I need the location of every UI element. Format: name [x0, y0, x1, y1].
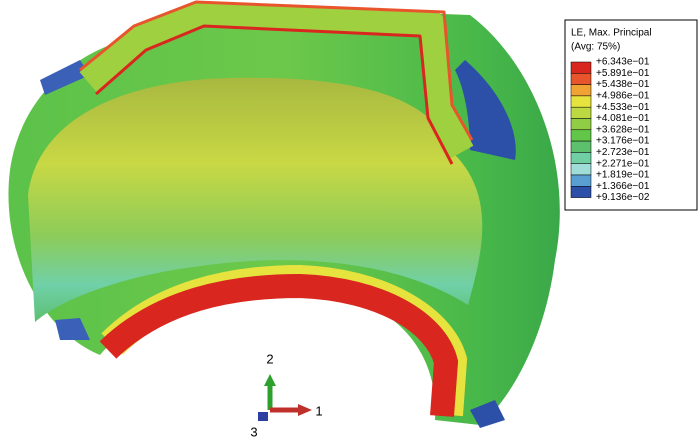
legend-label: +4.081e−01 — [596, 113, 650, 124]
legend-swatch — [571, 96, 591, 107]
legend-label: +9.136e−02 — [596, 192, 650, 203]
legend-swatch — [571, 107, 591, 118]
legend-swatch — [571, 85, 591, 96]
legend-label: +3.176e−01 — [596, 136, 650, 147]
legend-label: +1.819e−01 — [596, 170, 650, 181]
viewport: 2 1 3 LE, Max. Principal (Avg: 75%) +6.3… — [0, 0, 700, 442]
legend-swatch — [571, 62, 591, 73]
legend: LE, Max. Principal (Avg: 75%) +6.343e−01… — [565, 20, 697, 210]
legend-label: +1.366e−01 — [596, 181, 650, 192]
axis-3-marker — [258, 412, 268, 421]
legend-swatch — [571, 130, 591, 141]
legend-label: +4.533e−01 — [596, 102, 650, 113]
page: {"legend": {"title": "LE, Max. Principal… — [0, 0, 700, 442]
axis-2-label: 2 — [266, 351, 273, 366]
legend-label: +2.271e−01 — [596, 158, 650, 169]
legend-swatch — [571, 73, 591, 84]
legend-swatch — [571, 119, 591, 130]
legend-swatch — [571, 175, 591, 186]
legend-swatch — [571, 164, 591, 175]
triad: 2 1 3 — [250, 351, 322, 439]
axis-2-head — [264, 374, 276, 386]
legend-subtitle: (Avg: 75%) — [571, 42, 620, 53]
rim — [108, 286, 446, 416]
legend-label: +5.891e−01 — [596, 68, 650, 79]
legend-label: +2.723e−01 — [596, 147, 650, 158]
legend-label: +5.438e−01 — [596, 79, 650, 90]
legend-swatch — [571, 141, 591, 152]
axis-3-label: 3 — [250, 424, 257, 439]
legend-label: +4.986e−01 — [596, 91, 650, 102]
legend-swatch — [571, 152, 591, 163]
legend-label: +3.628e−01 — [596, 124, 650, 135]
legend-label: +6.343e−01 — [596, 57, 650, 68]
axis-1-label: 1 — [315, 403, 322, 418]
legend-swatch — [571, 186, 591, 197]
axis-1-head — [298, 404, 312, 416]
model — [8, 2, 559, 428]
legend-title: LE, Max. Principal — [571, 28, 652, 39]
